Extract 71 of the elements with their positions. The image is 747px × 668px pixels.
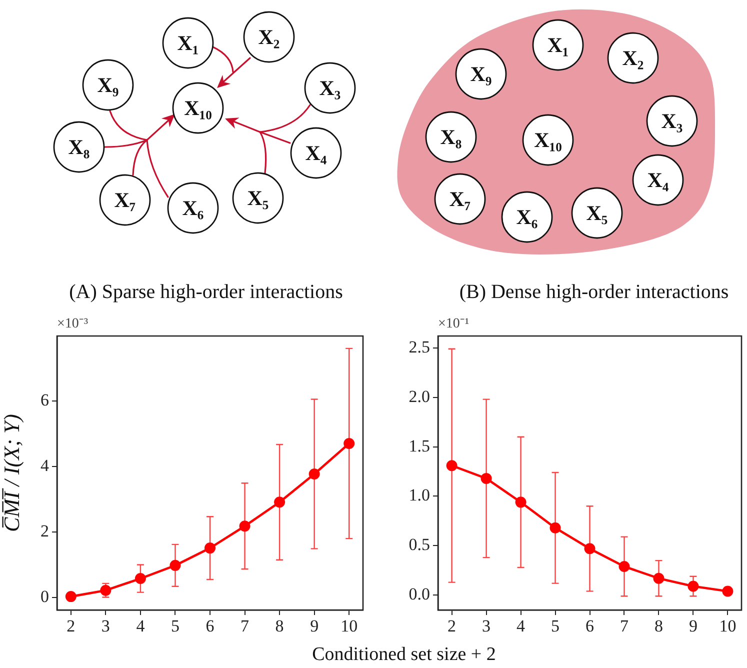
- x-tick-label: 8: [654, 616, 663, 636]
- text: X₃: [319, 76, 341, 100]
- point: [446, 460, 458, 472]
- text: (B) Dense high-order interactions: [459, 280, 729, 304]
- text: (A) Sparse high-order interactions: [69, 280, 343, 304]
- y-tick-label: 2.5: [408, 337, 430, 356]
- x-tick-label: 2: [66, 616, 76, 636]
- text: X₆: [516, 205, 538, 229]
- text: X₉: [470, 62, 492, 86]
- x-tick-label: 7: [620, 616, 629, 636]
- point: [308, 468, 320, 480]
- text: X₄: [647, 168, 669, 192]
- x-tick-label: 7: [240, 616, 250, 636]
- y-tick-label: 4: [40, 456, 50, 475]
- point: [584, 543, 596, 554]
- point: [134, 573, 146, 584]
- point: [550, 522, 561, 534]
- point: [274, 496, 286, 508]
- text: X₆: [182, 196, 204, 220]
- x-tick-label: 3: [101, 616, 110, 636]
- point: [344, 438, 355, 450]
- text: X₁₀: [534, 128, 562, 152]
- text: X₁: [547, 33, 569, 57]
- x-tick-label: 9: [688, 616, 698, 636]
- x-tick-label: 9: [310, 616, 319, 636]
- y-tick-label: 2: [40, 521, 49, 540]
- x-tick-label: 2: [448, 616, 456, 636]
- text: X₁₀: [184, 96, 212, 120]
- x-tick-label: 5: [551, 616, 560, 636]
- text: X₉: [97, 73, 119, 97]
- text: X₈: [68, 135, 90, 159]
- point: [618, 560, 630, 572]
- x-tick-label: 4: [516, 616, 526, 636]
- x-tick-label: 10: [340, 616, 358, 636]
- x-tick-label: 3: [482, 616, 491, 636]
- text: X₅: [586, 201, 608, 225]
- x-tick-label: 6: [206, 616, 214, 636]
- text: ×10⁻¹: [438, 316, 470, 332]
- text: X₁: [177, 31, 199, 55]
- point: [688, 580, 699, 592]
- point: [65, 591, 76, 602]
- y-tick-label: 0.0: [408, 584, 430, 604]
- x-tick-label: 10: [719, 616, 736, 636]
- x-tick-label: 8: [275, 616, 284, 636]
- text: X₂: [622, 46, 644, 70]
- x-tick-label: 6: [586, 616, 594, 636]
- y-tick-label: 6: [40, 390, 49, 410]
- y-tick-label: 2.0: [408, 386, 430, 406]
- text: X₄: [305, 141, 327, 165]
- text: X₇: [114, 188, 136, 212]
- x-tick-label: 5: [170, 616, 180, 636]
- text: X₅: [247, 186, 269, 210]
- y-tick-label: 0: [40, 587, 49, 606]
- point: [170, 560, 181, 571]
- x-axis-title: Conditioned set size + 2: [312, 643, 496, 667]
- point: [653, 572, 664, 584]
- point: [515, 496, 526, 508]
- point: [480, 472, 492, 484]
- text: X₈: [440, 125, 462, 149]
- text: X₂: [258, 25, 280, 49]
- x-tick-label: 4: [136, 616, 146, 636]
- point: [239, 520, 250, 532]
- text: X₇: [449, 187, 471, 211]
- y-axis-title: C̅M̅I̅ / I(X; Y): [0, 414, 24, 532]
- text: ×10⁻³: [57, 316, 88, 332]
- y-tick-label: 1.0: [408, 486, 430, 505]
- text: X₃: [661, 109, 683, 133]
- y-tick-label: 0.5: [408, 535, 430, 554]
- y-tick-label: 1.5: [408, 436, 430, 456]
- point: [722, 586, 734, 597]
- point: [204, 542, 216, 554]
